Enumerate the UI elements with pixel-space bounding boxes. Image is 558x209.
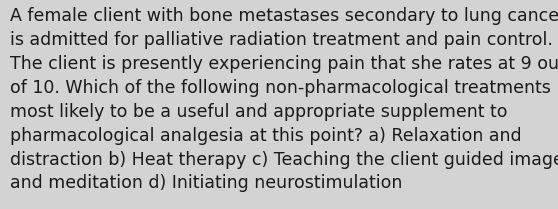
Text: A female client with bone metastases secondary to lung cancer
is admitted for pa: A female client with bone metastases sec… [10,7,558,192]
